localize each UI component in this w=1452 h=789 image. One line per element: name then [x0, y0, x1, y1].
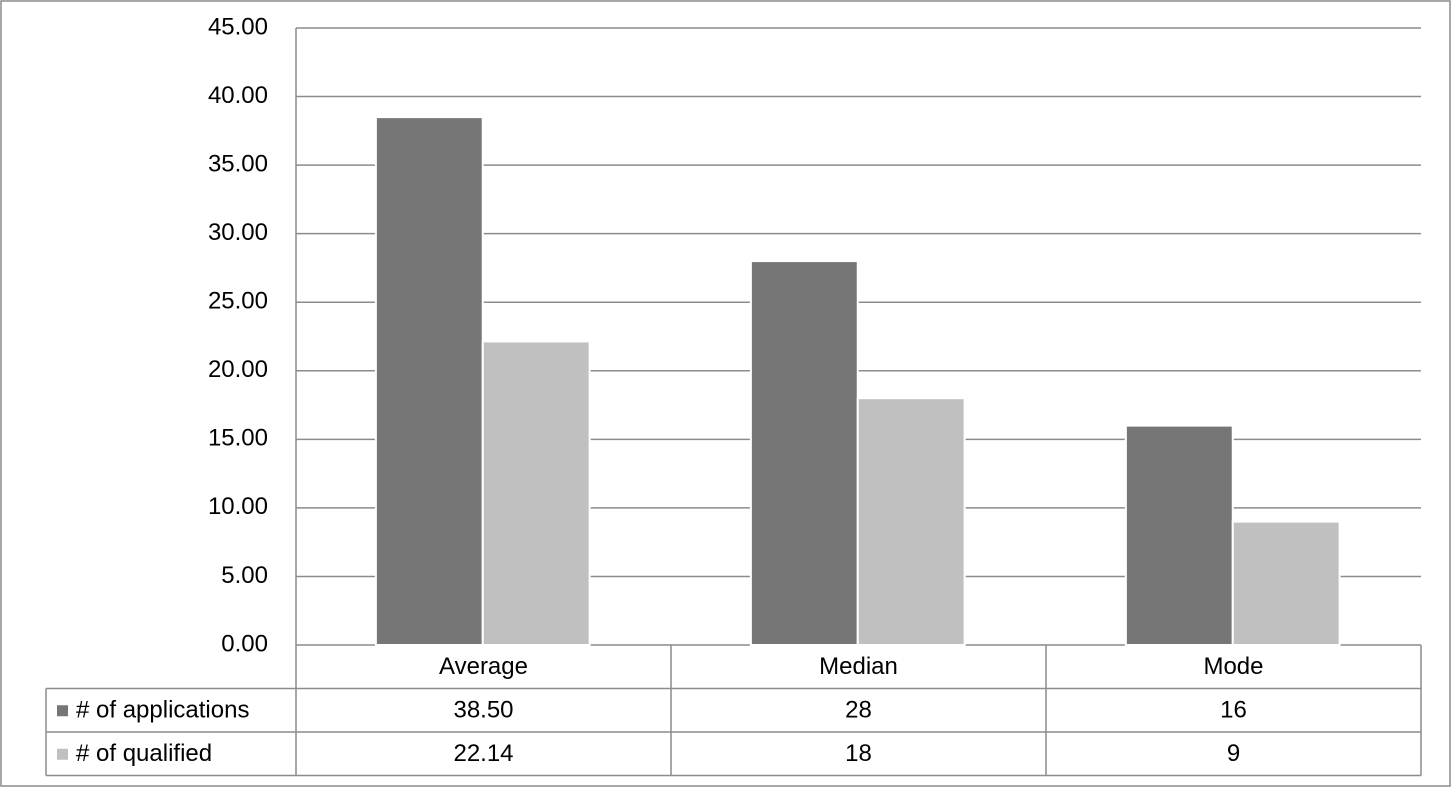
legend-swatch: [57, 705, 68, 717]
y-tick-label: 45.00: [208, 13, 268, 40]
legend-swatch: [57, 748, 68, 760]
y-tick-label: 30.00: [208, 219, 268, 246]
table-value: 16: [1220, 697, 1247, 724]
bar: [856, 397, 966, 647]
y-tick-label: 25.00: [208, 288, 268, 315]
bar: [1231, 520, 1341, 646]
table-value: 38.50: [453, 697, 513, 724]
table-value: 18: [845, 740, 872, 767]
y-tick-label: 5.00: [221, 562, 268, 589]
x-tick-label: Mode: [1203, 653, 1263, 680]
y-tick-label: 35.00: [208, 150, 268, 177]
bar: [749, 260, 859, 646]
y-tick-label: 15.00: [208, 425, 268, 452]
x-tick-label: Average: [439, 653, 528, 680]
bar: [374, 116, 484, 647]
table-value: 22.14: [453, 740, 513, 767]
y-tick-label: 0.00: [221, 630, 268, 657]
legend-label: # of qualified: [76, 740, 212, 767]
table-value: 9: [1227, 740, 1240, 767]
y-tick-label: 10.00: [208, 493, 268, 520]
legend-label: # of applications: [76, 697, 249, 724]
table-value: 28: [845, 697, 872, 724]
y-tick-label: 20.00: [208, 356, 268, 383]
bar: [1124, 424, 1234, 646]
bar: [481, 340, 591, 646]
x-tick-label: Median: [819, 653, 898, 680]
y-tick-label: 40.00: [208, 82, 268, 109]
